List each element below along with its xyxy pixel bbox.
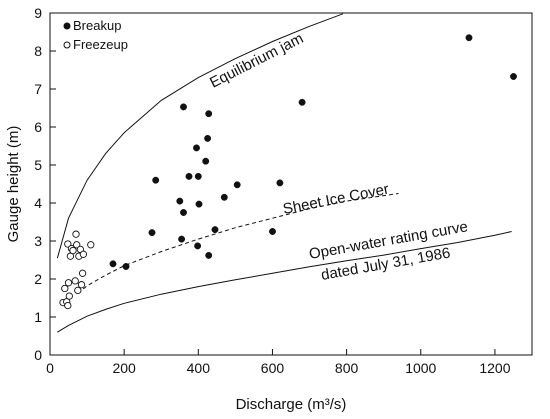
freezeup-point xyxy=(77,281,86,289)
legend-breakup-marker xyxy=(63,22,71,30)
y-tick-label: 8 xyxy=(34,43,42,59)
curve-label-sheet-ice-cover: Sheet Ice Cover xyxy=(282,181,391,218)
breakup-point xyxy=(220,193,228,201)
freezeup-point xyxy=(69,246,77,255)
freezeup-point xyxy=(64,301,72,310)
breakup-point xyxy=(211,226,219,234)
breakup-point xyxy=(176,197,184,205)
y-tick-label: 6 xyxy=(34,119,42,135)
y-tick-label: 5 xyxy=(34,157,42,173)
breakup-point xyxy=(122,263,130,270)
breakup-point xyxy=(178,235,186,243)
breakup-point xyxy=(465,34,473,42)
y-tick-label: 3 xyxy=(34,233,42,249)
breakup-point xyxy=(185,172,193,180)
x-axis-label: Discharge (m³/s) xyxy=(236,396,347,413)
plot-frame xyxy=(49,12,533,356)
freezeup-point xyxy=(65,292,73,300)
breakup-point xyxy=(194,172,202,180)
freezeup-point xyxy=(78,269,87,277)
y-tick-label: 4 xyxy=(34,195,42,211)
breakup-point xyxy=(205,110,213,118)
x-tick-label: 400 xyxy=(187,360,211,376)
freezeup-point xyxy=(73,241,81,249)
x-tick-label: 0 xyxy=(46,360,54,376)
x-tick-label: 800 xyxy=(335,360,359,376)
breakup-point xyxy=(202,157,210,165)
curve-1 xyxy=(77,193,399,294)
curve-2 xyxy=(57,231,512,333)
freezeup-point xyxy=(61,284,69,293)
y-tick-label: 7 xyxy=(34,81,42,97)
breakup-point xyxy=(269,228,276,235)
curve-label-equilibrium-jam: Equilibrium jam xyxy=(207,30,306,92)
breakup-point xyxy=(148,229,156,237)
curves xyxy=(56,13,512,333)
axes: 0 200 400 600 800 1000 1200 0 1 2 3 4 5 6 7 8 9 xyxy=(34,5,533,376)
legend: Breakup Freezeup xyxy=(63,18,128,52)
legend-breakup-label: Breakup xyxy=(73,18,121,33)
y-tick-label: 0 xyxy=(34,347,42,363)
x-tick-label: 200 xyxy=(112,360,136,376)
breakup-point xyxy=(180,103,187,111)
curve-0 xyxy=(56,13,344,259)
freezeup-point xyxy=(74,286,82,295)
legend-freezeup-label: Freezeup xyxy=(73,37,128,52)
freezeup-point xyxy=(64,240,72,248)
freezeup-point xyxy=(64,279,73,287)
y-axis-label: Gauge height (m) xyxy=(5,126,22,243)
x-tick-label: 600 xyxy=(261,360,285,376)
y-tick-label: 1 xyxy=(34,309,42,325)
breakup-point xyxy=(193,144,200,152)
breakup-point xyxy=(204,134,212,142)
freezeup-point xyxy=(71,277,79,285)
breakup-point xyxy=(276,179,284,187)
freezeup-point xyxy=(72,230,80,238)
freezeup-point xyxy=(79,250,88,258)
x-tick-label: 1200 xyxy=(479,360,510,376)
breakup-point xyxy=(152,176,160,184)
breakup-point xyxy=(233,181,241,189)
breakup-point xyxy=(180,209,187,216)
breakup-point xyxy=(109,260,117,268)
breakup-point xyxy=(195,200,203,208)
freezeup-point xyxy=(87,241,95,249)
y-tick-label: 2 xyxy=(34,271,42,287)
breakup-point xyxy=(194,242,202,250)
breakup-point xyxy=(205,251,213,259)
data-points xyxy=(59,34,517,310)
legend-freezeup-marker xyxy=(63,41,71,49)
breakup-point xyxy=(298,98,306,106)
x-tick-label: 1000 xyxy=(405,360,436,376)
y-tick-label: 9 xyxy=(34,5,42,21)
breakup-point xyxy=(510,73,517,80)
